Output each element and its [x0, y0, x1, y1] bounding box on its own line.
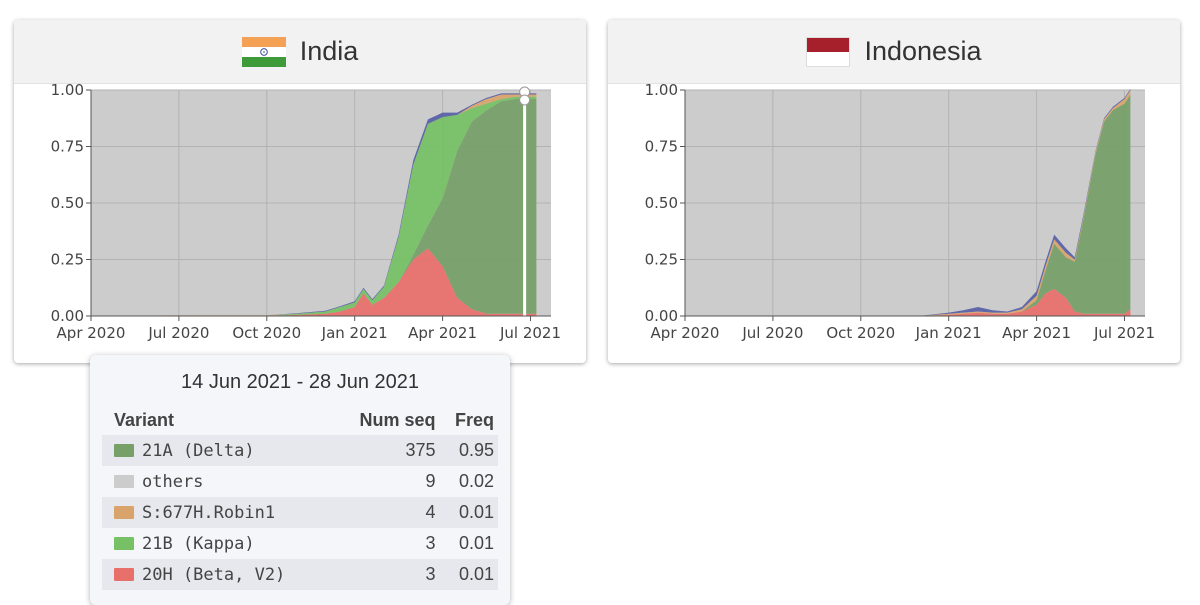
- card-title: Indonesia: [864, 36, 982, 66]
- num-seq-value: 3: [425, 533, 436, 553]
- color-swatch: [114, 443, 134, 457]
- x-tick-label: Apr 2021: [1002, 324, 1071, 342]
- x-tick-label: Jul 2020: [741, 324, 803, 342]
- num-seq-value: 4: [334, 497, 440, 528]
- x-tick-label: Jan 2021: [321, 324, 388, 342]
- chart-tooltip: 14 Jun 2021 - 28 Jun 2021 Variant Num se…: [90, 355, 510, 605]
- variant-name: 21B (Kappa): [142, 533, 255, 554]
- num-seq-value: 375: [334, 435, 440, 466]
- area-21a-delta: [91, 99, 537, 316]
- tooltip-date-range: 14 Jun 2021 - 28 Jun 2021: [181, 371, 419, 393]
- table-row: 20H (Beta, V2) 3 0.01: [102, 559, 498, 590]
- variant-name: S:677H.Robin1: [142, 502, 276, 523]
- card-header: India: [14, 20, 586, 84]
- color-swatch: [114, 536, 134, 550]
- num-seq-value: 3: [334, 559, 440, 590]
- header-freq: Freq: [454, 409, 494, 430]
- x-tick-label: Apr 2020: [57, 324, 126, 342]
- freq-value: 0.01: [439, 559, 498, 590]
- x-tick-label: Oct 2020: [826, 324, 895, 342]
- y-tick-label: 0.75: [645, 138, 678, 156]
- y-tick-label: 0.75: [51, 138, 84, 156]
- tooltip-table: Variant Num seq Freq 21A (Delta) 375 0.9…: [102, 405, 498, 590]
- freq-value: 0.02: [458, 471, 494, 491]
- num-seq-value: 9: [425, 471, 436, 491]
- header-num-seq: Num seq: [359, 409, 436, 430]
- variant-name: 21A (Delta): [142, 440, 255, 461]
- x-tick-label: Apr 2021: [408, 324, 477, 342]
- y-tick-label: 1.00: [51, 84, 84, 99]
- area-20h-beta-v2: [685, 288, 1131, 316]
- y-tick-label: 0.00: [645, 307, 678, 325]
- table-row: 21B (Kappa) 3 0.01: [102, 528, 498, 559]
- card-title: India: [299, 36, 359, 66]
- variant-name: others: [142, 471, 204, 492]
- x-tick-label: Oct 2020: [232, 324, 301, 342]
- color-swatch: [114, 567, 134, 581]
- y-tick-label: 0.25: [645, 251, 678, 269]
- x-tick-label: Jul 2020: [147, 324, 209, 342]
- x-tick-label: Apr 2020: [651, 324, 720, 342]
- india-flag-icon: [241, 36, 286, 67]
- freq-value: 0.01: [458, 533, 494, 553]
- x-tick-label: Jul 2021: [499, 324, 561, 342]
- table-row: others 9 0.02: [102, 466, 498, 497]
- table-row: S:677H.Robin1 4 0.01: [102, 497, 498, 528]
- y-tick-label: 0.50: [645, 194, 678, 212]
- y-tick-label: 0.00: [51, 307, 84, 325]
- table-row: 21A (Delta) 375 0.95: [102, 435, 498, 466]
- hover-point: [519, 94, 531, 106]
- card-header: Indonesia: [608, 20, 1180, 84]
- indonesia-flag-icon: [806, 36, 851, 67]
- y-tick-label: 0.50: [51, 194, 84, 212]
- color-swatch: [114, 505, 134, 519]
- indonesia-variant-chart[interactable]: 0.00 0.25 0.50 0.75 1.00 Apr 2020 Jul 2020 Oct …: [608, 84, 1180, 363]
- area-20h-beta-v2: [91, 248, 537, 316]
- y-tick-label: 0.25: [51, 251, 84, 269]
- header-variant: Variant: [114, 409, 175, 430]
- x-tick-label: Jul 2021: [1093, 324, 1155, 342]
- color-swatch: [114, 474, 134, 488]
- country-card-india: India 0.00 0.25 0.50 0.75 1.00 Apr 2020 Jul 20…: [14, 20, 586, 363]
- area-21a-delta: [685, 94, 1131, 316]
- country-card-indonesia: Indonesia 0.00 0.25 0.50 0.75 1.00 Apr 2020 Ju…: [608, 20, 1180, 363]
- y-tick-label: 1.00: [645, 84, 678, 99]
- india-variant-chart[interactable]: 0.00 0.25 0.50 0.75 1.00 Apr 2020 Jul 2020 Oct …: [14, 84, 586, 363]
- x-tick-label: Jan 2021: [915, 324, 982, 342]
- freq-value: 0.95: [439, 435, 498, 466]
- variant-name: 20H (Beta, V2): [142, 564, 286, 585]
- freq-value: 0.01: [439, 497, 498, 528]
- area-21b-kappa: [91, 96, 537, 316]
